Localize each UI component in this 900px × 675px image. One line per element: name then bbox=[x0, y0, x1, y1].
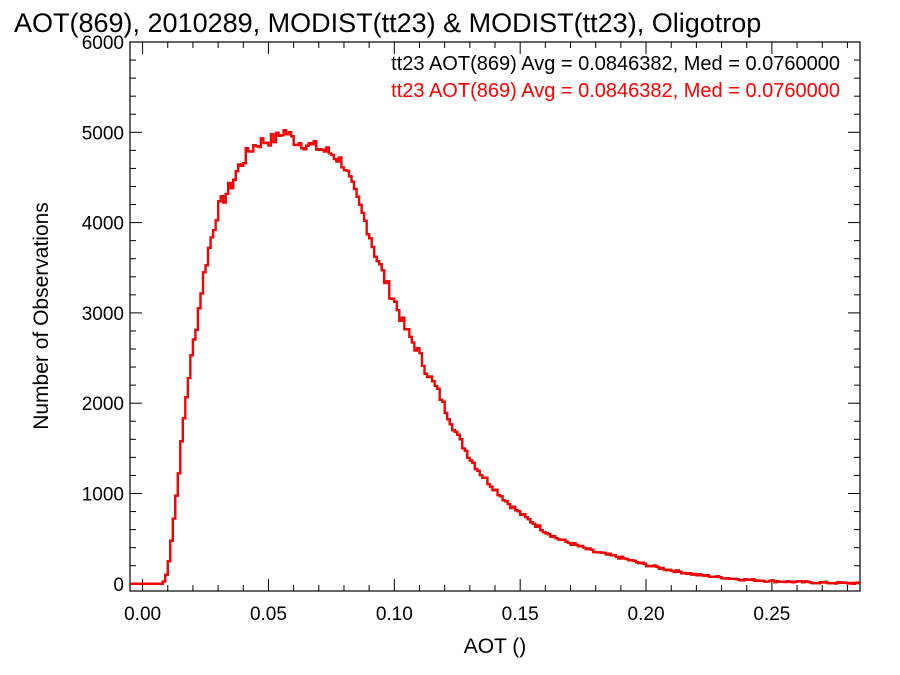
y-axis-label: Number of Observations bbox=[30, 202, 53, 430]
series-layer bbox=[130, 128, 860, 585]
legend-entry-0: tt23 AOT(869) Avg = 0.0846382, Med = 0.0… bbox=[391, 53, 840, 75]
legend-entry-1: tt23 AOT(869) Avg = 0.0846382, Med = 0.0… bbox=[391, 80, 840, 102]
legend: tt23 AOT(869) Avg = 0.0846382, Med = 0.0… bbox=[391, 53, 840, 102]
histogram-series-0 bbox=[130, 128, 860, 585]
y-tick-label: 5000 bbox=[82, 123, 124, 144]
y-tick-label: 0 bbox=[113, 575, 124, 596]
x-tick-label: 0.10 bbox=[376, 604, 413, 625]
y-tick-label: 4000 bbox=[82, 214, 124, 235]
histogram-series-1 bbox=[130, 128, 860, 585]
axis-tick-labels: 0.00 0.05 0.10 0.15 0.20 0.25 0 1000 2000 3000 400… bbox=[82, 33, 791, 625]
x-axis-label: AOT () bbox=[464, 635, 527, 658]
x-tick-label: 0.00 bbox=[124, 604, 161, 625]
plot-border bbox=[129, 41, 861, 592]
axis-ticks bbox=[130, 41, 860, 591]
x-tick-label: 0.15 bbox=[502, 604, 539, 625]
x-tick-label: 0.05 bbox=[250, 604, 287, 625]
y-tick-label: 6000 bbox=[82, 33, 124, 54]
plot-frame bbox=[129, 41, 861, 592]
y-tick-label: 1000 bbox=[82, 484, 124, 505]
x-tick-label: 0.20 bbox=[628, 604, 665, 625]
x-tick-label: 0.25 bbox=[753, 604, 790, 625]
y-tick-label: 3000 bbox=[82, 304, 124, 325]
y-tick-label: 2000 bbox=[82, 394, 124, 415]
chart-title: AOT(869), 2010289, MODIST(tt23) & MODIST… bbox=[14, 8, 761, 38]
